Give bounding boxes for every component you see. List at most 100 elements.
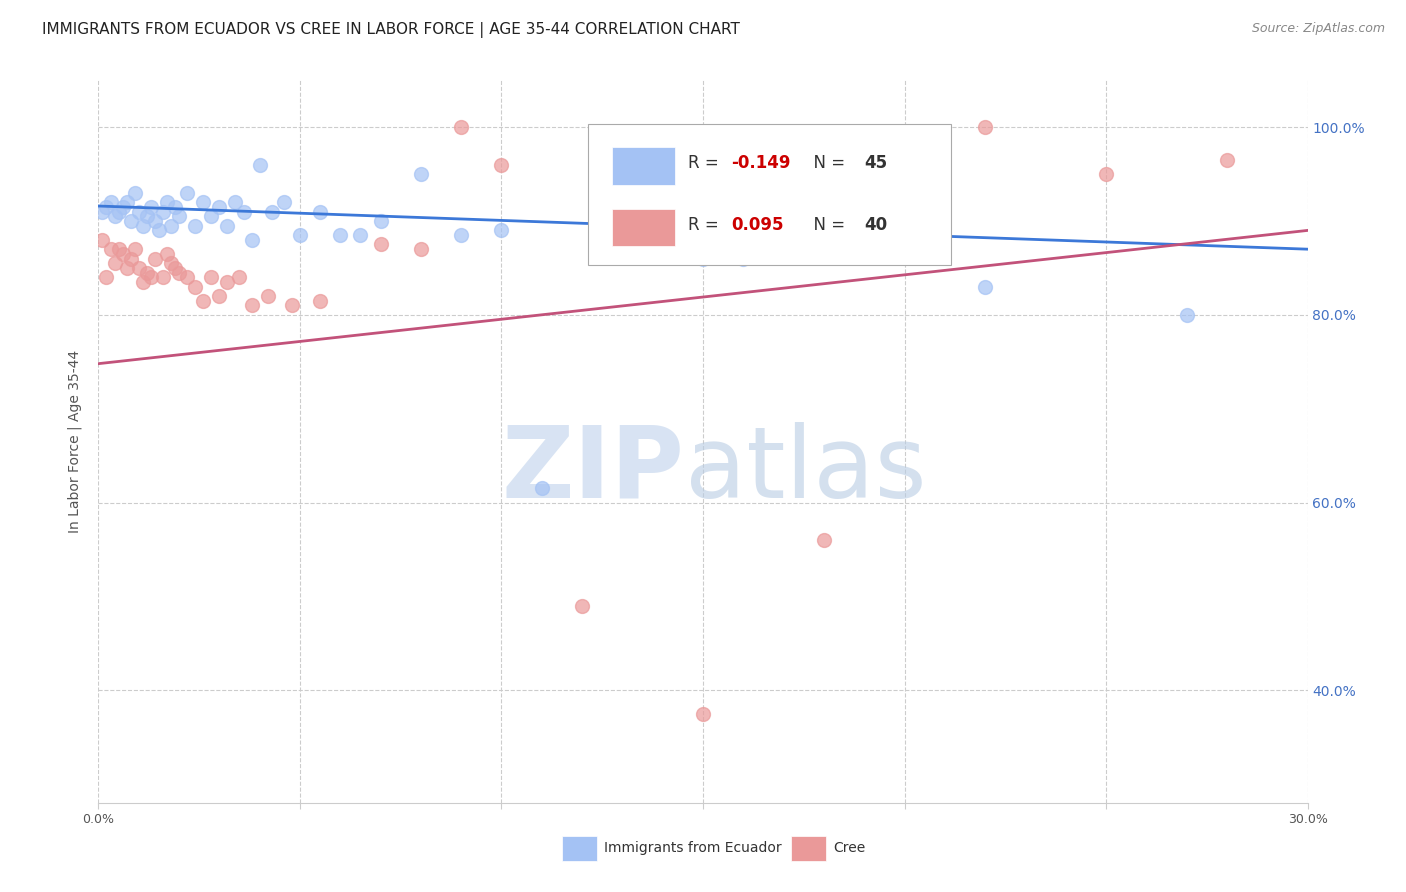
- Point: [1216, 153, 1239, 167]
- Point: [115, 260, 138, 275]
- Point: [91, 233, 114, 247]
- Point: [160, 256, 183, 270]
- Text: Immigrants from Ecuador: Immigrants from Ecuador: [603, 841, 782, 855]
- Point: [103, 256, 125, 270]
- Point: [163, 260, 186, 275]
- Point: [217, 275, 239, 289]
- Point: [200, 210, 222, 224]
- Point: [450, 120, 472, 135]
- Point: [135, 266, 157, 280]
- Point: [107, 242, 129, 256]
- Point: [256, 289, 278, 303]
- Point: [139, 200, 162, 214]
- Point: [974, 120, 997, 135]
- Point: [813, 533, 835, 547]
- Point: [135, 210, 157, 224]
- Point: [370, 237, 392, 252]
- Text: Source: ZipAtlas.com: Source: ZipAtlas.com: [1251, 22, 1385, 36]
- Point: [132, 275, 155, 289]
- Point: [240, 298, 263, 312]
- Point: [193, 293, 215, 308]
- Point: [176, 186, 198, 200]
- Point: [571, 599, 593, 613]
- Point: [530, 482, 553, 496]
- Point: [103, 210, 125, 224]
- Point: [139, 270, 162, 285]
- Point: [128, 204, 150, 219]
- Point: [143, 252, 166, 266]
- Point: [309, 293, 332, 308]
- Point: [91, 204, 114, 219]
- Point: [217, 219, 239, 233]
- Point: [167, 210, 190, 224]
- Point: [491, 158, 513, 172]
- Point: [128, 260, 150, 275]
- FancyBboxPatch shape: [588, 124, 950, 265]
- Point: [152, 204, 174, 219]
- Text: atlas: atlas: [685, 422, 927, 519]
- Point: [249, 158, 271, 172]
- Point: [100, 195, 122, 210]
- Point: [200, 270, 222, 285]
- FancyBboxPatch shape: [613, 147, 675, 185]
- Point: [96, 200, 118, 214]
- Point: [132, 219, 155, 233]
- Point: [156, 195, 179, 210]
- Point: [260, 204, 283, 219]
- Text: Cree: Cree: [834, 841, 866, 855]
- Point: [124, 242, 146, 256]
- Point: [167, 266, 190, 280]
- Text: 45: 45: [863, 154, 887, 172]
- Point: [692, 706, 714, 721]
- Text: N =: N =: [803, 154, 851, 172]
- Point: [148, 223, 170, 237]
- Point: [111, 200, 134, 214]
- Point: [115, 195, 138, 210]
- Point: [208, 200, 231, 214]
- Point: [240, 233, 263, 247]
- Text: R =: R =: [689, 216, 724, 234]
- Point: [273, 195, 295, 210]
- Point: [349, 228, 371, 243]
- Point: [184, 219, 207, 233]
- Point: [733, 252, 755, 266]
- Point: [208, 289, 231, 303]
- Point: [228, 270, 250, 285]
- Point: [120, 214, 142, 228]
- Point: [193, 195, 215, 210]
- Point: [450, 228, 472, 243]
- Point: [184, 279, 207, 293]
- Y-axis label: In Labor Force | Age 35-44: In Labor Force | Age 35-44: [67, 350, 83, 533]
- FancyBboxPatch shape: [792, 836, 827, 861]
- FancyBboxPatch shape: [613, 209, 675, 246]
- Point: [281, 298, 304, 312]
- Point: [309, 204, 332, 219]
- Text: R =: R =: [689, 154, 724, 172]
- Point: [692, 252, 714, 266]
- Point: [111, 247, 134, 261]
- Point: [1095, 167, 1118, 181]
- Point: [107, 204, 129, 219]
- Point: [288, 228, 311, 243]
- Point: [224, 195, 246, 210]
- Point: [152, 270, 174, 285]
- Point: [370, 214, 392, 228]
- Text: N =: N =: [803, 216, 851, 234]
- Text: -0.149: -0.149: [731, 154, 790, 172]
- Point: [491, 223, 513, 237]
- Point: [156, 247, 179, 261]
- Point: [143, 214, 166, 228]
- Point: [1175, 308, 1198, 322]
- Point: [163, 200, 186, 214]
- Text: ZIP: ZIP: [502, 422, 685, 519]
- Point: [124, 186, 146, 200]
- Text: 40: 40: [863, 216, 887, 234]
- Text: 0.095: 0.095: [731, 216, 783, 234]
- Point: [160, 219, 183, 233]
- Point: [329, 228, 352, 243]
- Point: [100, 242, 122, 256]
- Text: IMMIGRANTS FROM ECUADOR VS CREE IN LABOR FORCE | AGE 35-44 CORRELATION CHART: IMMIGRANTS FROM ECUADOR VS CREE IN LABOR…: [42, 22, 740, 38]
- Point: [409, 242, 432, 256]
- Point: [974, 279, 997, 293]
- Point: [232, 204, 254, 219]
